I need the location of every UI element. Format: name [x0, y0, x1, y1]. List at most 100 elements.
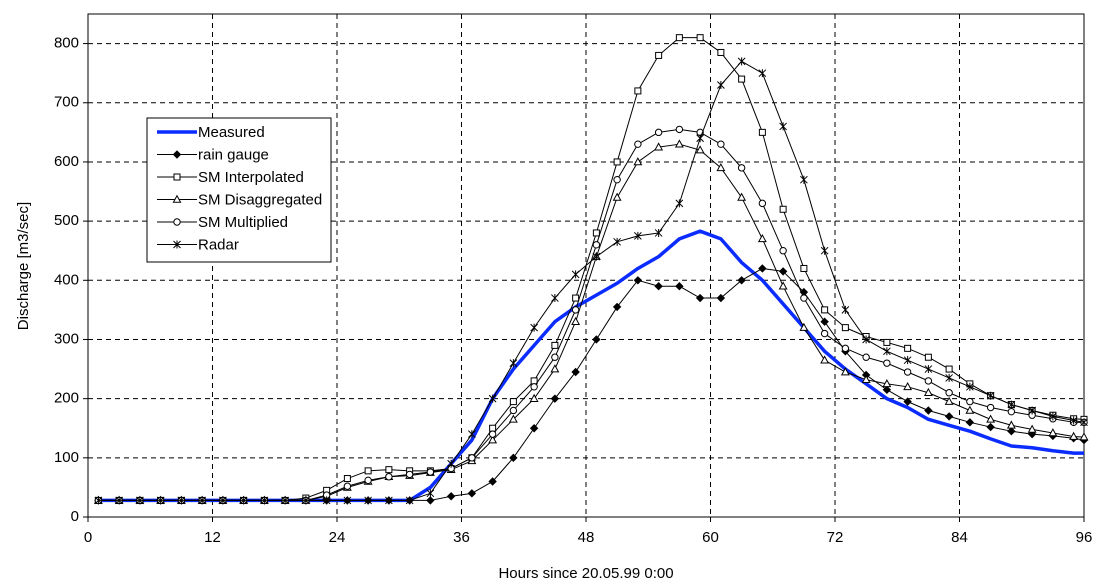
marker — [1007, 400, 1016, 409]
marker — [758, 128, 766, 136]
marker — [675, 282, 684, 291]
marker — [778, 267, 788, 276]
marker — [757, 234, 767, 243]
legend-marker — [173, 173, 181, 181]
legend-label: SM Interpolated — [198, 169, 304, 186]
marker — [260, 496, 269, 505]
marker — [488, 435, 498, 444]
marker — [883, 338, 891, 346]
marker — [634, 87, 642, 95]
marker — [550, 394, 560, 403]
y-tick-label: 100 — [54, 449, 79, 466]
marker — [986, 403, 995, 412]
marker — [509, 406, 518, 415]
marker — [883, 359, 891, 367]
marker — [343, 496, 352, 505]
marker — [551, 341, 559, 349]
marker — [779, 122, 787, 131]
marker — [613, 158, 621, 166]
marker — [364, 496, 372, 505]
marker — [821, 306, 829, 314]
marker — [509, 398, 517, 406]
marker — [966, 382, 974, 391]
marker — [385, 466, 393, 474]
marker — [426, 489, 435, 498]
marker — [965, 405, 975, 414]
marker — [446, 492, 456, 501]
marker — [675, 125, 684, 134]
marker — [737, 192, 747, 201]
marker — [634, 140, 642, 148]
marker — [322, 496, 331, 505]
marker — [1007, 426, 1016, 436]
marker — [612, 192, 622, 201]
y-axis-label: Discharge [m3/sec] — [15, 202, 32, 330]
marker — [903, 397, 912, 406]
marker — [654, 128, 663, 137]
marker — [115, 496, 123, 505]
marker — [94, 496, 103, 505]
marker — [903, 381, 913, 391]
marker — [945, 365, 953, 373]
marker — [737, 276, 746, 285]
y-tick-label: 200 — [54, 390, 79, 407]
marker — [737, 164, 746, 172]
marker — [551, 353, 559, 361]
marker — [302, 496, 310, 505]
marker — [592, 252, 601, 261]
marker — [945, 389, 953, 397]
marker — [281, 496, 289, 505]
marker — [882, 385, 892, 394]
marker — [572, 294, 580, 302]
marker — [592, 229, 600, 237]
marker — [1069, 416, 1078, 425]
marker — [177, 496, 186, 505]
marker — [1080, 418, 1088, 427]
marker — [571, 316, 581, 326]
marker — [717, 48, 725, 56]
marker — [613, 237, 621, 246]
marker — [944, 396, 954, 405]
marker — [779, 205, 787, 213]
marker — [529, 393, 539, 402]
marker — [820, 246, 829, 255]
marker — [696, 34, 704, 42]
marker — [944, 412, 954, 421]
x-axis-label: Hours since 20.05.99 0:00 — [498, 565, 673, 582]
marker — [592, 241, 601, 249]
marker — [862, 353, 870, 361]
x-tick-label: 72 — [827, 529, 844, 546]
marker — [903, 356, 912, 365]
marker — [405, 470, 414, 479]
marker — [862, 335, 870, 344]
marker — [634, 231, 642, 240]
x-tick-label: 0 — [84, 529, 92, 546]
y-tick-label: 0 — [71, 508, 79, 525]
legend-label: SM Multiplied — [198, 214, 288, 231]
marker — [239, 496, 248, 505]
y-tick-label: 800 — [54, 35, 79, 52]
marker — [799, 322, 809, 331]
x-tick-label: 36 — [453, 529, 470, 546]
marker — [405, 496, 414, 505]
marker — [779, 247, 787, 255]
x-tick-label: 84 — [951, 529, 968, 546]
marker — [924, 406, 933, 415]
marker — [468, 454, 476, 462]
marker — [364, 476, 372, 485]
marker — [696, 134, 704, 143]
y-tick-label: 500 — [54, 212, 79, 229]
y-tick-label: 300 — [54, 330, 79, 347]
marker — [633, 276, 643, 285]
legend-marker — [172, 150, 182, 159]
marker — [841, 305, 850, 314]
marker — [737, 57, 746, 66]
marker — [633, 157, 643, 166]
marker — [966, 397, 974, 406]
marker — [468, 430, 476, 439]
marker — [654, 228, 663, 237]
marker — [716, 163, 726, 172]
marker — [986, 422, 995, 432]
marker — [426, 468, 435, 476]
y-tick-label: 700 — [54, 94, 79, 111]
